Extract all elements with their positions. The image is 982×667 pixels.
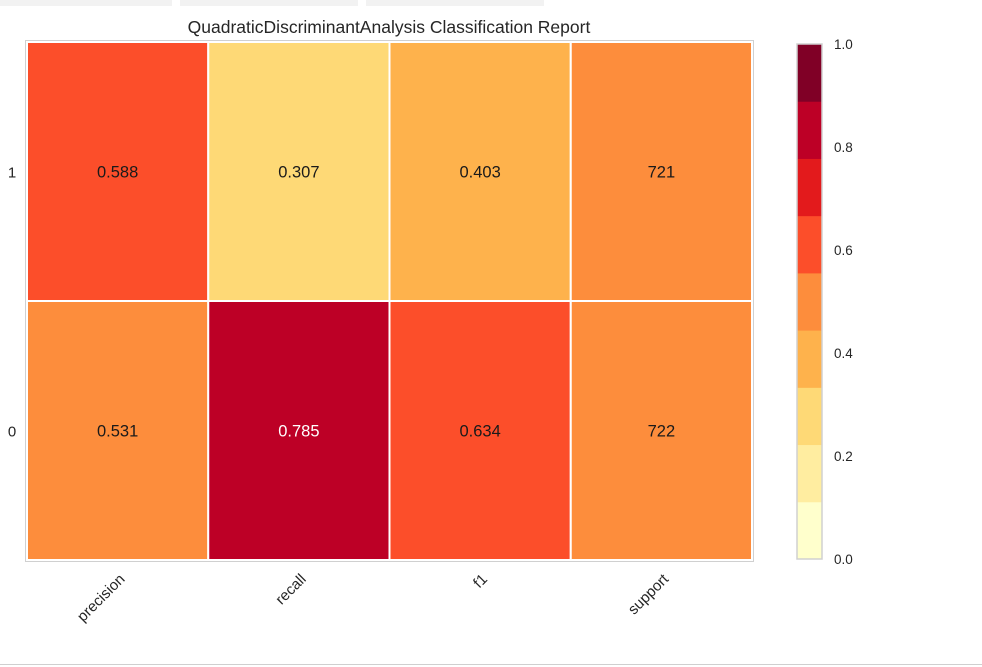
- heatmap-cell: [26, 41, 210, 302]
- heatmap: 0.588 0.307 0.403 721 0.531 0.785 0.634 722: [25, 40, 754, 562]
- top-tab-strip: [0, 0, 544, 6]
- colorbar-tick-label: 1.0: [834, 37, 853, 52]
- colorbar: [796, 43, 823, 560]
- colorbar-segment: [797, 44, 822, 102]
- heatmap-cell: [207, 300, 391, 561]
- colorbar-segment: [797, 215, 822, 274]
- y-tick-label: 1: [8, 165, 16, 182]
- heatmap-cell: [569, 41, 753, 302]
- colorbar-tick-label: 0.4: [834, 346, 853, 361]
- cell-value-label: 0.531: [97, 423, 138, 441]
- x-tick-label: support: [625, 570, 673, 618]
- heatmap-cell: [207, 41, 391, 302]
- cell-value-label: 0.403: [459, 164, 500, 182]
- colorbar-segment: [797, 158, 822, 217]
- cell-value-label: 0.634: [459, 423, 500, 441]
- cell-value-label: 722: [648, 423, 676, 441]
- y-tick-labels: 10: [8, 165, 16, 441]
- x-tick-label: recall: [272, 571, 309, 608]
- heatmap-cell: [388, 41, 572, 302]
- colorbar-tick-label: 0.6: [834, 243, 853, 258]
- y-tick-label: 0: [8, 424, 16, 441]
- cell-value-label: 0.307: [278, 164, 319, 182]
- colorbar-segment: [797, 501, 822, 560]
- colorbar-segment: [797, 387, 822, 446]
- cell-value-label: 0.785: [278, 423, 319, 441]
- x-tick-label: f1: [470, 571, 491, 592]
- heatmap-cell: [388, 300, 572, 561]
- colorbar-tick-label: 0.0: [834, 552, 853, 567]
- colorbar-tick-labels: 0.0 0.2 0.4 0.6 0.8 1.0: [834, 37, 853, 567]
- heatmap-cell: [26, 300, 210, 561]
- heatmap-cell: [569, 300, 753, 561]
- colorbar-tick-label: 0.2: [834, 449, 853, 464]
- colorbar-segment: [797, 330, 822, 388]
- chart-title: QuadraticDiscriminantAnalysis Classifica…: [188, 17, 591, 37]
- colorbar-segment: [797, 101, 822, 159]
- colorbar-segment: [797, 444, 822, 503]
- colorbar-frame: [796, 43, 823, 560]
- x-tick-label: precision: [74, 571, 128, 625]
- x-tick-labels: precision recall f1 support: [74, 570, 673, 625]
- colorbar-tick-label: 0.8: [834, 140, 853, 155]
- colorbar-segment: [797, 272, 822, 331]
- cell-value-label: 721: [648, 164, 676, 182]
- cell-value-label: 0.588: [97, 164, 138, 182]
